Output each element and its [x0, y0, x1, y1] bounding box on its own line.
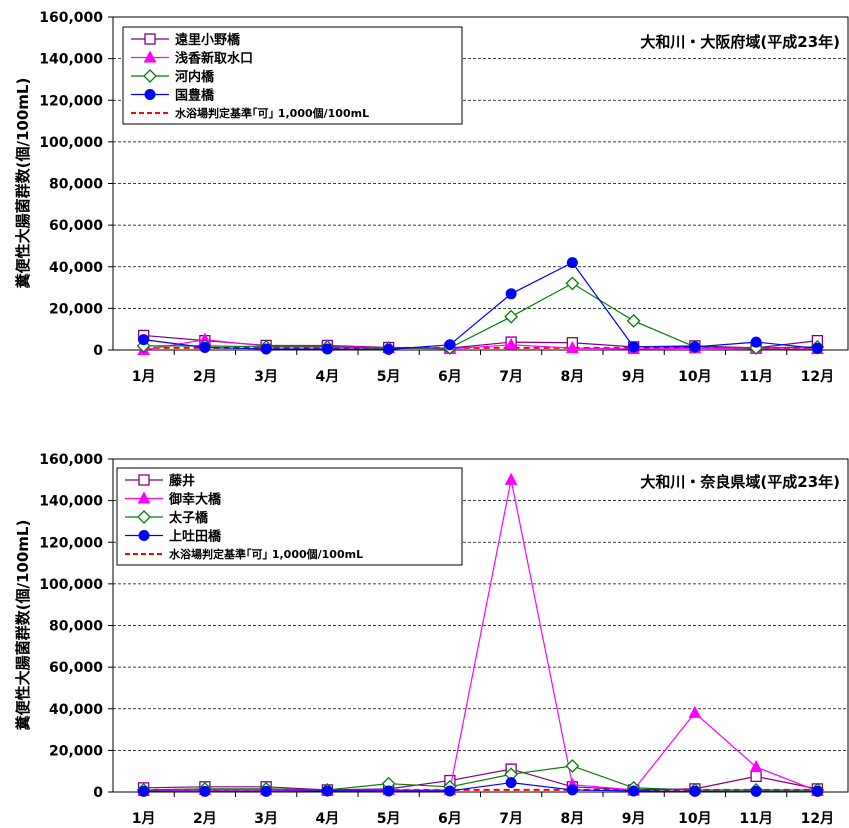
x-tick-label: 12月 [801, 369, 834, 385]
data-point [690, 786, 700, 796]
legend-label: 御幸大橋 [168, 492, 222, 508]
x-tick-label: 6月 [438, 811, 462, 827]
x-tick-label: 2月 [193, 811, 217, 827]
data-point [139, 786, 149, 796]
legend-marker [139, 531, 149, 541]
y-tick-label: 80,000 [49, 619, 103, 635]
x-tick-label: 11月 [739, 811, 772, 827]
y-tick-label: 20,000 [49, 301, 103, 317]
y-tick-label: 0 [93, 343, 103, 359]
y-tick-label: 60,000 [49, 660, 103, 676]
data-point [751, 786, 761, 796]
y-axis-label: 糞便性大腸菌群数(個/100mL) [14, 520, 32, 732]
y-tick-label: 120,000 [39, 93, 103, 109]
x-tick-label: 12月 [801, 811, 834, 827]
legend-label: 藤井 [169, 473, 195, 489]
x-tick-label: 4月 [316, 369, 340, 385]
y-tick-label: 40,000 [49, 260, 103, 276]
x-tick-label: 11月 [739, 369, 772, 385]
data-point [384, 344, 394, 354]
y-axis-ticks: 0 20,000 40,000 60,000 80,000 100,000 120,000 1… [39, 452, 113, 801]
x-axis-ticks: 1月 2月 3月 4月 5月 6月 7月 8月 9月 10月 11月 12月 [132, 350, 834, 385]
data-point [629, 342, 639, 352]
y-tick-label: 100,000 [39, 135, 103, 151]
data-point [261, 786, 271, 796]
x-tick-label: 5月 [377, 811, 401, 827]
legend-label: 浅香新取水口 [175, 51, 253, 67]
data-point [506, 289, 516, 299]
x-tick-label: 10月 [678, 369, 711, 385]
data-point [445, 786, 455, 796]
x-tick-label: 3月 [254, 369, 278, 385]
data-point [445, 340, 455, 350]
legend-label: 水浴場判定基準｢可｣ 1,000個/100mL [169, 547, 363, 561]
x-tick-label: 9月 [622, 811, 646, 827]
y-tick-label: 20,000 [49, 743, 103, 759]
x-tick-label: 2月 [193, 369, 217, 385]
x-axis-ticks: 1月 2月 3月 4月 5月 6月 7月 8月 9月 10月 11月 12月 [132, 792, 834, 827]
data-point [567, 785, 577, 795]
data-point [322, 786, 332, 796]
y-tick-label: 60,000 [49, 218, 103, 234]
data-point [384, 786, 394, 796]
chart-title: 大和川・奈良県域(平成23年) [640, 473, 840, 491]
legend-label: 国豊橋 [175, 88, 215, 104]
x-tick-label: 7月 [499, 369, 523, 385]
data-point [629, 786, 639, 796]
legend-marker [145, 34, 155, 44]
x-tick-label: 6月 [438, 369, 462, 385]
y-tick-label: 0 [93, 785, 103, 801]
data-point [751, 337, 761, 347]
x-tick-label: 8月 [561, 369, 585, 385]
x-tick-label: 5月 [377, 369, 401, 385]
chart-nara: 0 20,000 40,000 60,000 80,000 100,000 120,000 1… [14, 452, 848, 827]
data-point [690, 342, 700, 352]
chart-osaka: 0 20,000 40,000 60,000 80,000 100,000 120,000 1… [14, 10, 848, 385]
data-point [506, 778, 516, 788]
legend-label: 水浴場判定基準｢可｣ 1,000個/100mL [175, 106, 369, 120]
legend-label: 遠里小野橋 [175, 32, 241, 48]
data-point [322, 344, 332, 354]
y-tick-label: 80,000 [49, 177, 103, 193]
x-tick-label: 4月 [316, 811, 340, 827]
y-tick-label: 140,000 [39, 494, 103, 510]
y-axis-ticks: 0 20,000 40,000 60,000 80,000 100,000 120,000 1… [39, 10, 113, 359]
legend: 藤井御幸大橋太子橋上吐田橋水浴場判定基準｢可｣ 1,000個/100mL [117, 468, 462, 565]
x-tick-label: 3月 [254, 811, 278, 827]
x-tick-label: 7月 [499, 811, 523, 827]
legend-label: 河内橋 [175, 69, 215, 85]
y-tick-label: 40,000 [49, 702, 103, 718]
data-point [200, 343, 210, 353]
x-tick-label: 9月 [622, 369, 646, 385]
data-point [812, 343, 822, 353]
y-tick-label: 140,000 [39, 52, 103, 68]
y-tick-label: 160,000 [39, 10, 103, 26]
legend-marker [139, 475, 149, 485]
x-tick-label: 1月 [132, 811, 156, 827]
data-point [751, 771, 761, 781]
y-tick-label: 160,000 [39, 452, 103, 468]
x-tick-label: 8月 [561, 811, 585, 827]
y-tick-label: 100,000 [39, 577, 103, 593]
chart-title: 大和川・大阪府域(平成23年) [640, 33, 840, 51]
data-point [139, 335, 149, 345]
legend-label: 太子橋 [168, 510, 209, 526]
y-axis-label: 糞便性大腸菌群数(個/100mL) [14, 78, 32, 290]
y-tick-label: 120,000 [39, 535, 103, 551]
data-point [567, 258, 577, 268]
x-tick-label: 1月 [132, 369, 156, 385]
legend-marker [145, 90, 155, 100]
data-point [261, 344, 271, 354]
legend-label: 上吐田橋 [169, 529, 222, 545]
data-point [200, 786, 210, 796]
x-tick-label: 10月 [678, 811, 711, 827]
data-point [812, 786, 822, 796]
